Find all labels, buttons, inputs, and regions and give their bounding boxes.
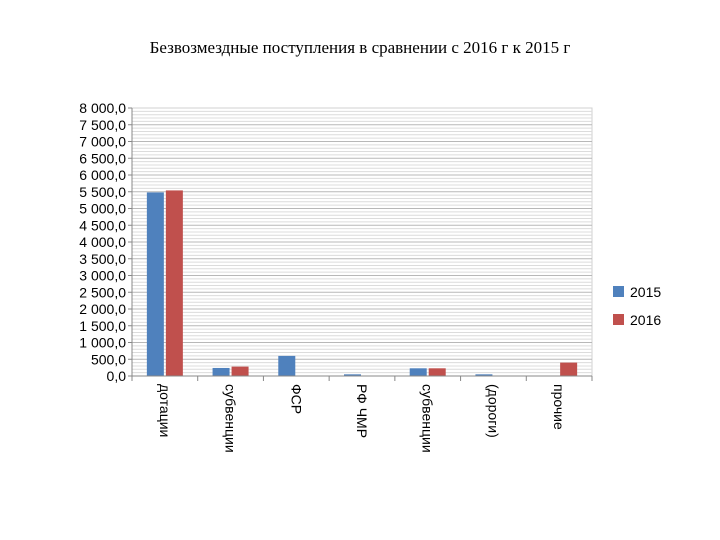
x-category-label: РФ ЧМР xyxy=(354,384,370,438)
bar-2016-5 xyxy=(428,368,446,376)
legend: 2015 2016 xyxy=(613,284,661,328)
y-tick-label: 6 000,0 xyxy=(79,167,126,183)
y-tick-label: 5 000,0 xyxy=(79,201,126,217)
legend-swatch-2016 xyxy=(613,314,624,325)
legend-label: 2015 xyxy=(630,284,661,300)
y-tick-label: 1 000,0 xyxy=(79,335,126,351)
legend-swatch-2015 xyxy=(613,286,624,297)
bar-2015-3 xyxy=(278,355,296,376)
x-category-label: дотации xyxy=(157,384,173,437)
y-tick-label: 500,0 xyxy=(91,351,126,367)
bar-2015-4 xyxy=(344,374,361,376)
bar-2015-1 xyxy=(146,192,164,376)
x-category-label: ФСР xyxy=(288,384,304,414)
y-tick-label: 2 500,0 xyxy=(79,284,126,300)
x-category-label: прочие xyxy=(551,384,567,430)
y-tick-label: 5 500,0 xyxy=(79,184,126,200)
bar-2016-2 xyxy=(231,366,249,376)
bars xyxy=(146,190,578,376)
y-tick-label: 1 500,0 xyxy=(79,318,126,334)
bar-2015-6 xyxy=(475,374,493,376)
x-category-label: субвенции xyxy=(420,384,436,453)
bar-2015-2 xyxy=(212,367,230,376)
x-category-label: субвенции xyxy=(223,384,239,453)
y-tick-label: 6 500,0 xyxy=(79,150,126,166)
y-tick-label: 7 000,0 xyxy=(79,134,126,150)
grid-lines xyxy=(132,110,592,374)
page-title: Безвозмездные поступления в сравнении с … xyxy=(149,38,571,57)
x-category-label: (дороги) xyxy=(485,384,501,438)
y-tick-label: 7 500,0 xyxy=(79,117,126,133)
y-tick-label: 3 500,0 xyxy=(79,251,126,267)
legend-label: 2016 xyxy=(630,312,661,328)
y-tick-label: 0,0 xyxy=(107,368,127,384)
y-tick-label: 3 000,0 xyxy=(79,268,126,284)
y-tick-label: 8 000,0 xyxy=(79,100,126,116)
y-tick-label: 4 000,0 xyxy=(79,234,126,250)
bar-2016-1 xyxy=(165,190,183,376)
bar-2015-5 xyxy=(409,368,427,376)
x-axis: дотации субвенции ФСР РФ ЧМР субвенции (дорог… xyxy=(131,375,593,453)
y-tick-label: 4 500,0 xyxy=(79,217,126,233)
bar-2016-7 xyxy=(560,362,578,376)
y-tick-label: 2 000,0 xyxy=(79,301,126,317)
